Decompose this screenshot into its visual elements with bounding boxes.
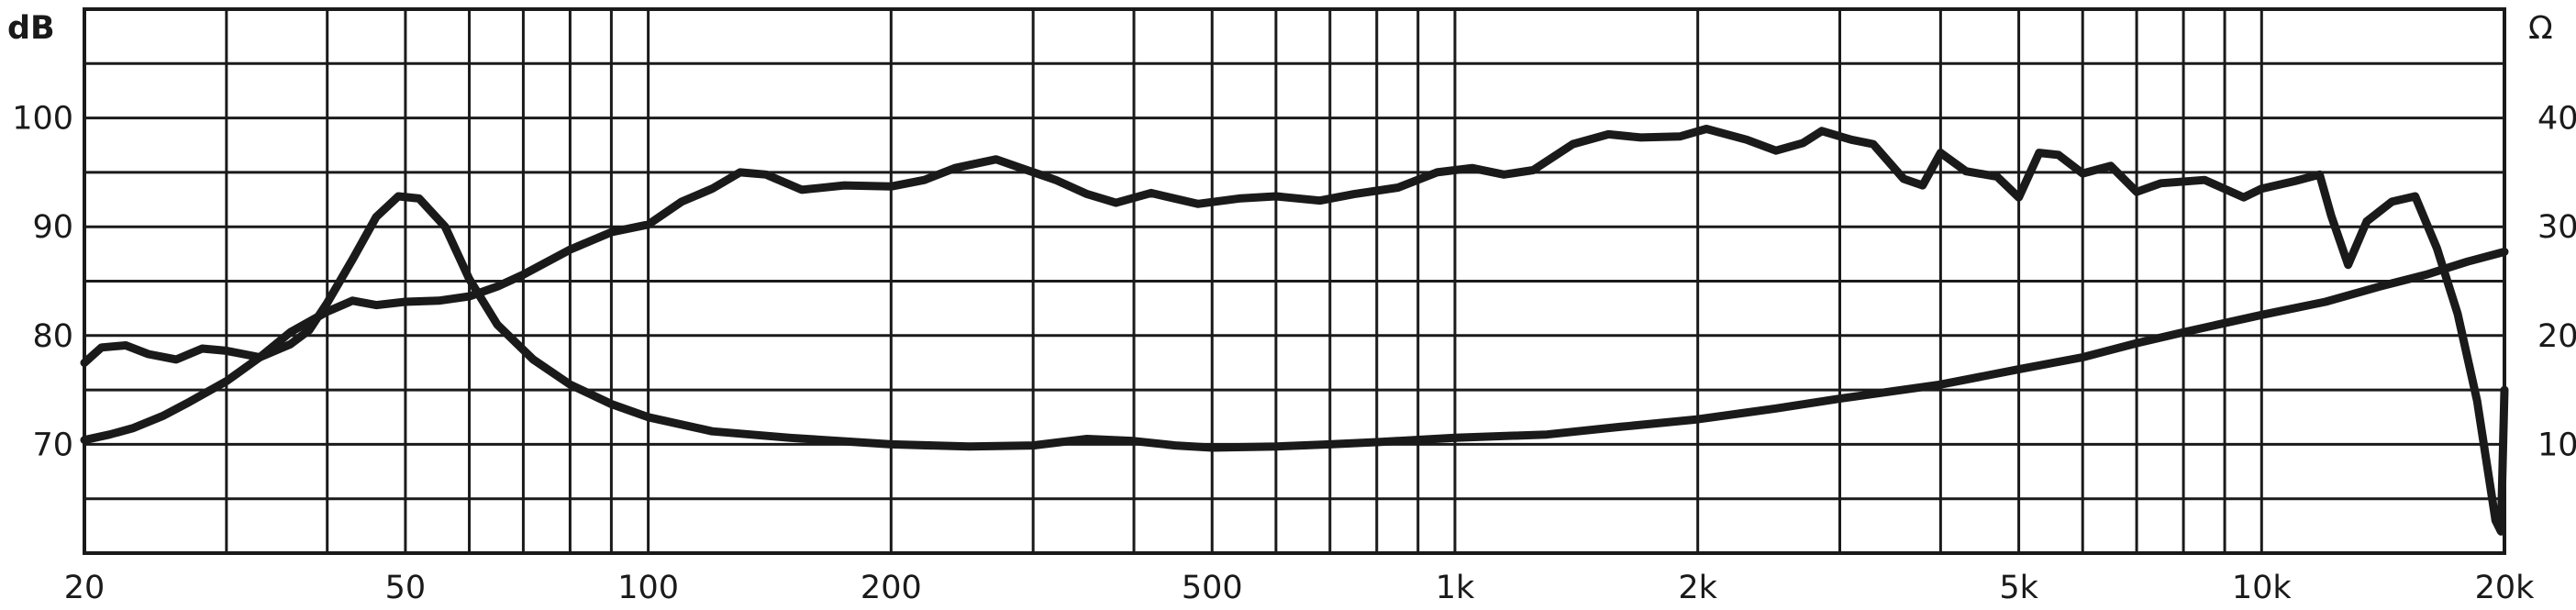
x-tick-label: 10k: [2232, 570, 2293, 606]
spl-curve: [80, 125, 2509, 536]
y-right-unit-label: Ω: [2528, 10, 2553, 47]
y-left-tick-label: 90: [32, 209, 73, 246]
x-tick-label: 200: [861, 570, 922, 606]
curves: [80, 125, 2509, 536]
plot-frame: [83, 7, 2506, 555]
y-right-tick-label: 30: [2537, 209, 2576, 246]
x-tick-label: 20: [64, 570, 105, 606]
impedance-curve: [80, 192, 2509, 452]
y-right-tick-labels: 10 20 30 40: [2537, 101, 2576, 464]
y-left-tick-label: 70: [32, 427, 73, 463]
x-tick-label: 50: [385, 570, 427, 606]
y-left-tick-label: 80: [32, 318, 73, 355]
y-left-tick-label: 100: [12, 101, 73, 138]
x-tick-label: 5k: [1999, 570, 2038, 606]
x-tick-label: 1k: [1436, 570, 1475, 606]
x-tick-label: 500: [1182, 570, 1243, 606]
x-tick-label: 100: [617, 570, 679, 606]
y-left-tick-labels: 70 80 90 100: [12, 101, 73, 464]
y-left-unit-label: dB: [7, 10, 55, 47]
y-right-tick-label: 40: [2537, 101, 2576, 138]
x-tick-labels: 20 50 100 200 500 1k 2k 5k 10k 20k: [64, 570, 2535, 606]
x-tick-label: 20k: [2475, 570, 2536, 606]
x-tick-label: 2k: [1678, 570, 1717, 606]
y-right-tick-label: 20: [2537, 318, 2576, 355]
y-right-tick-label: 10: [2537, 427, 2576, 463]
